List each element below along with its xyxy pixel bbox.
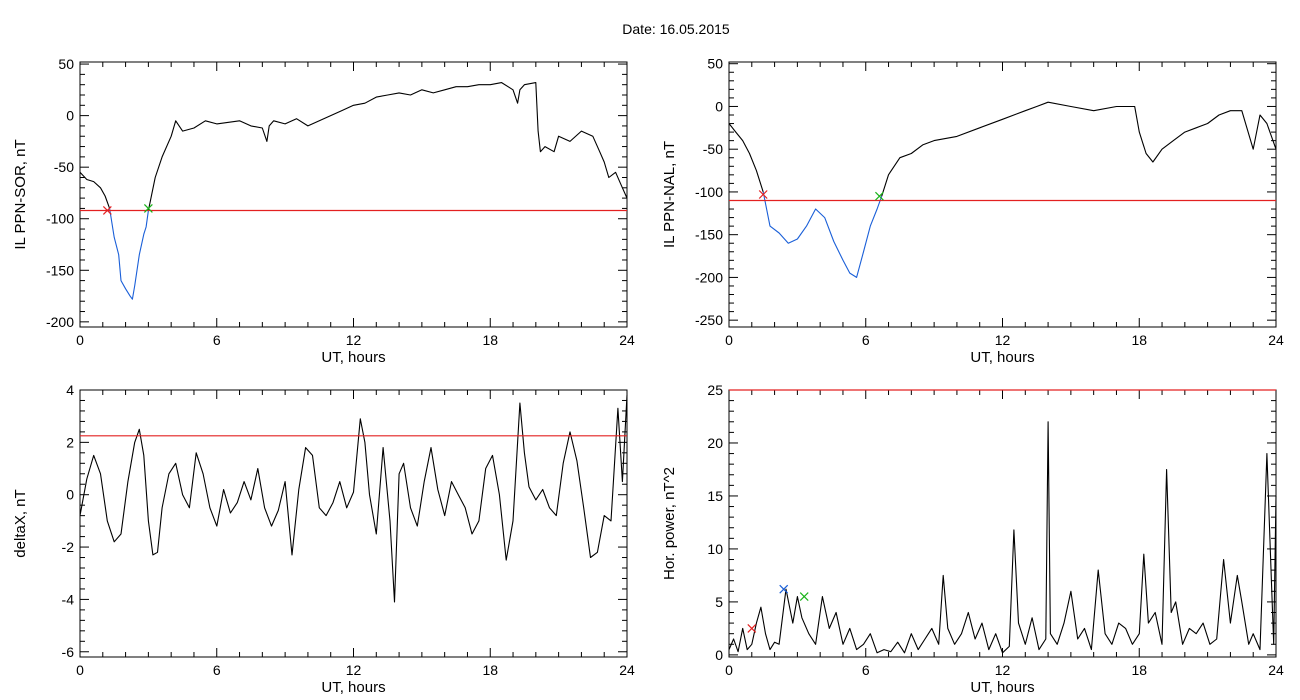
x-tick-label: 24 [1268,662,1284,678]
x-tick-label: 0 [76,332,84,348]
data-series-line [728,421,1277,654]
y-tick-label: 2 [66,434,74,450]
data-series-line [147,82,628,211]
x-tick-label: 6 [213,662,221,678]
y-tick-label: 0 [715,647,723,663]
event-marker [875,191,884,201]
x-tick-label: 0 [725,662,733,678]
y-tick-label: 15 [707,488,723,504]
x-axis-label: UT, hours [321,349,385,366]
x-tick-label: 18 [1131,662,1147,678]
y-tick-label: 0 [66,108,74,124]
plot-frame [728,389,1277,658]
data-series-line [79,171,111,209]
y-tick-label: 50 [707,56,723,72]
x-tick-label: 0 [76,662,84,678]
y-axis-label: IL PPN-SOR, nT [12,139,29,249]
data-series-line [109,208,149,300]
y-tick-label: -100 [695,184,723,200]
y-tick-label: -6 [62,644,75,660]
y-tick-label: 20 [707,435,723,451]
marker-stroke [875,191,884,201]
x-tick-label: 12 [346,662,362,678]
plot-frame [728,61,1277,328]
y-tick-label: -4 [62,591,75,607]
x-tick-label: 24 [1268,332,1284,348]
figure-title: Date: 16.05.2015 [622,21,730,37]
marker-stroke [102,206,112,215]
y-tick-label: -200 [695,269,723,285]
event-marker [102,206,112,215]
data-series-line [728,123,764,193]
y-tick-label: 50 [58,56,74,72]
x-axis-label: UT, hours [970,679,1034,696]
plot-frame [79,61,628,328]
x-tick-label: 6 [213,332,221,348]
x-tick-label: 12 [995,662,1011,678]
chart-panel-4: 0 6 12 18 24 25 20 15 10 5 0 UT, hours Hor. power, n… [661,382,1284,696]
x-tick-label: 6 [862,332,870,348]
marker-stroke [758,190,768,199]
chart-panel-1: 0 6 12 18 24 50 0 -50 -100 -150 -200 UT, hours IL PP… [12,56,635,366]
x-axis-label: UT, hours [321,679,385,696]
y-tick-label: -2 [62,539,75,555]
y-tick-label: -150 [695,227,723,243]
marker-stroke [799,592,809,602]
x-tick-label: 0 [725,332,733,348]
x-tick-label: 18 [482,662,498,678]
marker-stroke [747,623,757,633]
y-tick-label: 25 [707,382,723,398]
marker-stroke [143,203,153,213]
x-tick-label: 18 [1131,332,1147,348]
y-tick-label: 0 [715,98,723,114]
chart-panel-2: 0 6 12 18 24 50 0 -50 -100 -150 -200 -250 UT, hours I… [661,56,1284,366]
y-tick-label: 4 [66,382,74,398]
x-tick-label: 18 [482,332,498,348]
event-marker [758,190,768,199]
x-tick-label: 24 [619,662,635,678]
x-tick-label: 24 [619,332,635,348]
y-tick-label: 10 [707,541,723,557]
y-tick-label: 5 [715,594,723,610]
marker-stroke [779,584,789,594]
x-tick-label: 6 [862,662,870,678]
event-marker [143,203,153,213]
y-tick-label: -150 [46,262,74,278]
x-tick-label: 12 [995,332,1011,348]
y-tick-label: -200 [46,314,74,330]
y-axis-label: Hor. power, nT^2 [661,467,678,580]
y-axis-label: IL PPN-NAL, nT [661,141,678,248]
y-axis-label: deltaX, nT [12,489,29,557]
y-tick-label: -100 [46,211,74,227]
y-tick-label: -50 [54,159,74,175]
event-marker [747,623,757,633]
event-marker [779,584,789,594]
data-series-line [881,101,1277,197]
x-axis-label: UT, hours [970,349,1034,366]
x-tick-label: 12 [346,332,362,348]
data-series-line [79,395,628,603]
event-marker [799,592,809,602]
y-tick-label: -250 [695,312,723,328]
chart-panel-3: 0 6 12 18 24 4 2 0 -2 -4 -6 UT, hours deltaX, nT [12,382,635,696]
plot-frame [79,389,628,658]
y-tick-label: 0 [66,487,74,503]
y-tick-label: -50 [703,141,723,157]
data-series-line [762,191,883,278]
